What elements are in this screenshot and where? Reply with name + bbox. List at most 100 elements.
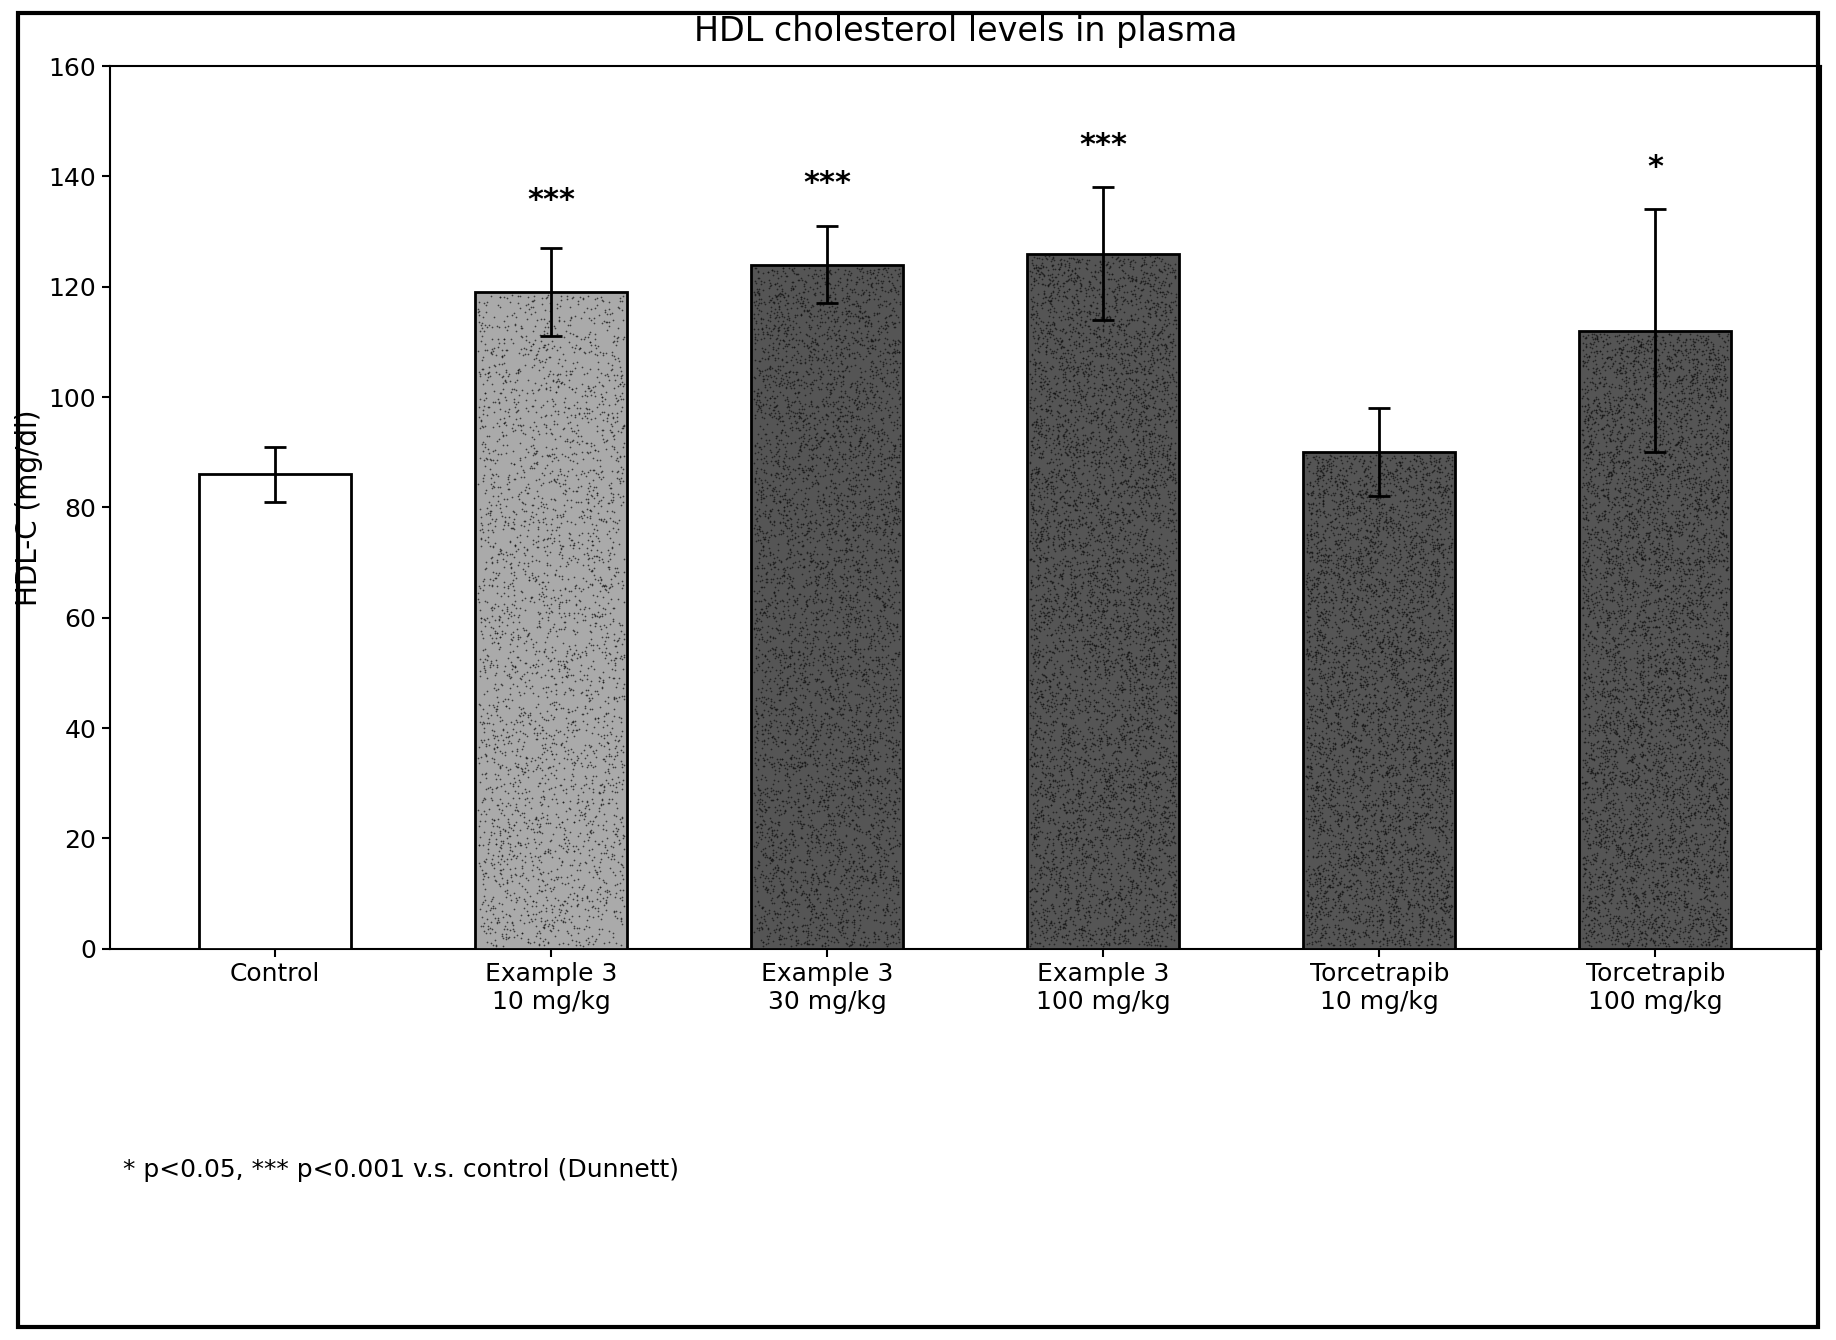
Point xyxy=(1395,730,1425,752)
Point xyxy=(1390,709,1419,730)
Point xyxy=(1094,641,1124,662)
Point xyxy=(800,426,830,448)
Point xyxy=(1368,847,1397,868)
Point xyxy=(885,757,914,779)
Point xyxy=(1638,922,1667,943)
Point xyxy=(1581,628,1610,650)
Point xyxy=(1326,872,1355,894)
Point xyxy=(1047,705,1076,726)
Point xyxy=(584,800,613,821)
Point xyxy=(777,828,806,850)
Point xyxy=(1063,486,1092,508)
Point xyxy=(1131,777,1160,799)
Point xyxy=(795,543,824,564)
Point xyxy=(1581,716,1610,737)
Point xyxy=(791,434,821,456)
Point xyxy=(1405,532,1434,553)
Point xyxy=(1630,548,1660,570)
Point xyxy=(1344,683,1373,705)
Point xyxy=(1669,438,1698,460)
Point xyxy=(1028,359,1058,381)
Point xyxy=(1370,791,1399,812)
Point xyxy=(1640,440,1669,461)
Point xyxy=(1322,517,1351,539)
Point xyxy=(540,444,569,465)
Point xyxy=(1410,670,1439,691)
Point xyxy=(1155,611,1184,632)
Point xyxy=(1640,410,1669,431)
Point xyxy=(1430,576,1460,598)
Point xyxy=(863,803,892,824)
Point xyxy=(1647,549,1676,571)
Point xyxy=(777,297,806,319)
Point xyxy=(1315,591,1344,612)
Point xyxy=(565,876,595,898)
Point xyxy=(1129,662,1159,683)
Point xyxy=(841,354,870,375)
Point xyxy=(1619,355,1649,377)
Point xyxy=(1032,501,1061,523)
Point xyxy=(1023,535,1052,556)
Point xyxy=(1640,590,1669,611)
Point xyxy=(1665,748,1695,769)
Point xyxy=(1595,606,1625,627)
Point xyxy=(1676,906,1706,927)
Point xyxy=(1159,348,1188,370)
Point xyxy=(1595,446,1625,468)
Point xyxy=(845,607,874,628)
Point xyxy=(1338,472,1368,493)
Point xyxy=(1326,827,1355,848)
Point xyxy=(1340,766,1370,788)
Point xyxy=(1581,505,1610,527)
Point xyxy=(1136,623,1166,645)
Point xyxy=(786,611,815,632)
Point xyxy=(1061,446,1091,468)
Point xyxy=(1133,623,1162,645)
Point xyxy=(1298,695,1327,717)
Point xyxy=(1118,268,1148,289)
Point xyxy=(1706,405,1735,426)
Point xyxy=(1605,440,1634,461)
Point xyxy=(839,910,868,931)
Point xyxy=(597,460,626,481)
Point xyxy=(1612,588,1641,610)
Point xyxy=(1047,527,1076,548)
Point xyxy=(1076,934,1105,955)
Point xyxy=(1304,453,1333,474)
Point xyxy=(1329,839,1359,860)
Point xyxy=(560,773,589,795)
Point xyxy=(1098,374,1127,395)
Point xyxy=(1430,477,1460,498)
Point xyxy=(755,626,784,647)
Point xyxy=(1337,524,1366,545)
Point xyxy=(1061,898,1091,919)
Point xyxy=(837,603,867,624)
Point xyxy=(1293,756,1322,777)
Point xyxy=(1619,527,1649,548)
Point xyxy=(1430,502,1460,524)
Point xyxy=(1316,795,1346,816)
Point xyxy=(1649,626,1678,647)
Point xyxy=(1094,662,1124,683)
Point xyxy=(1309,502,1338,524)
Point xyxy=(1125,413,1155,434)
Point xyxy=(1333,894,1362,915)
Point xyxy=(1313,603,1342,624)
Point xyxy=(856,561,885,583)
Point xyxy=(1405,681,1434,702)
Point xyxy=(1309,811,1338,832)
Point xyxy=(1070,634,1100,655)
Point xyxy=(1392,604,1421,626)
Point xyxy=(512,754,542,776)
Point xyxy=(1379,464,1408,485)
Point xyxy=(588,419,617,441)
Point xyxy=(1129,911,1159,933)
Point xyxy=(1047,761,1076,783)
Point xyxy=(1362,670,1392,691)
Point xyxy=(1379,754,1408,776)
Point xyxy=(1135,414,1164,436)
Point xyxy=(874,448,903,469)
Point xyxy=(584,896,613,918)
Point xyxy=(756,820,786,842)
Point xyxy=(1373,764,1403,785)
